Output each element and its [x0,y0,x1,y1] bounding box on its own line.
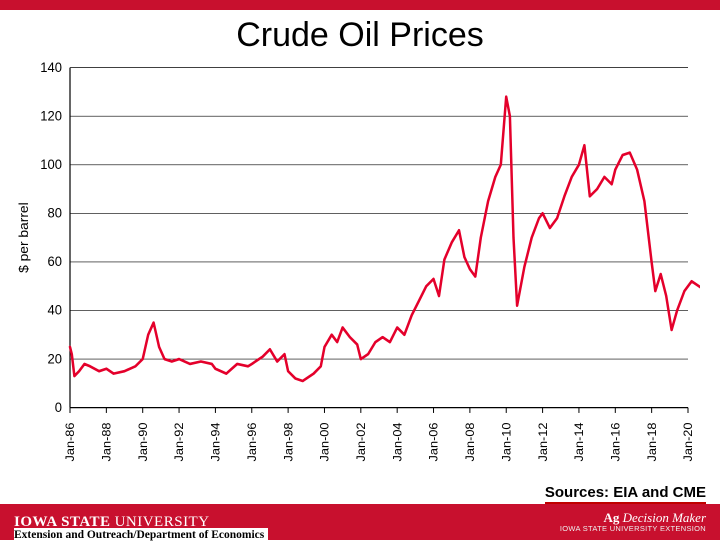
x-tick: Jan-96 [245,422,259,461]
x-tick: Jan-08 [463,422,477,461]
x-tick: Jan-88 [100,422,114,461]
x-tick: Jan-98 [282,422,296,461]
y-tick: 40 [48,302,62,317]
x-tick: Jan-12 [536,422,550,461]
y-tick: 120 [40,108,62,123]
y-tick: 100 [40,157,62,172]
line-chart: 0 20 40 60 80 100 120 140 Jan-86 Jan-88 Jan-90 Jan-… [10,57,700,482]
x-tick: Jan-06 [427,422,441,461]
x-tick: Jan-10 [500,422,514,461]
y-tick: 0 [55,400,62,415]
y-tick: 20 [48,351,62,366]
top-accent-bar [0,0,720,10]
sources-label: Sources: EIA and CME [545,484,706,501]
x-tick: Jan-20 [682,422,696,461]
x-tick: Jan-90 [136,422,150,461]
adm-brand: Ag Decision Maker [560,511,706,525]
sources-text: Sources: EIA and CME [545,484,706,504]
x-tick: Jan-18 [645,422,659,461]
x-tick: Jan-16 [609,422,623,461]
page-title: Crude Oil Prices [0,10,720,57]
y-tick: 60 [48,254,62,269]
price-line [70,97,700,381]
x-tick: Jan-04 [391,422,405,461]
adm-rest: Decision Maker [619,510,706,525]
adm-sub: IOWA STATE UNIVERSITY EXTENSION [560,525,706,533]
x-tick: Jan-86 [64,422,78,461]
chart-area: 0 20 40 60 80 100 120 140 Jan-86 Jan-88 Jan-90 Jan-… [0,57,720,482]
x-tick: Jan-94 [209,422,223,461]
x-tick: Jan-00 [318,422,332,461]
footer: Sources: EIA and CME IOWA STATE UNIVERSI… [0,482,720,540]
y-axis-label: $ per barrel [16,202,31,273]
x-tick: Jan-92 [173,422,187,461]
ag-decision-maker-logo: Ag Decision Maker IOWA STATE UNIVERSITY … [560,511,706,533]
department-label: Extension and Outreach/Department of Eco… [14,528,268,541]
x-tick: Jan-02 [354,422,368,461]
y-tick: 80 [48,205,62,220]
y-tick: 140 [40,60,62,75]
adm-ag: Ag [603,510,619,525]
x-tick: Jan-14 [572,422,586,461]
